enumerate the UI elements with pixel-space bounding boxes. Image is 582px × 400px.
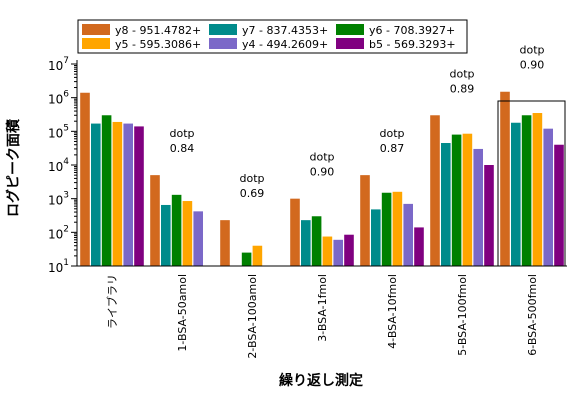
bar [80,92,90,266]
dotp-value: 0.90 [310,166,335,179]
legend-swatch [209,24,237,35]
bar [430,115,440,266]
legend-swatch [209,38,237,49]
bar [290,198,300,266]
dotp-value: 0.89 [450,82,475,95]
x-tick-label: 5-BSA-100fmol [456,274,469,356]
bar [414,227,424,266]
dotp-label: dotp [449,67,474,80]
bar [473,148,483,266]
bar [532,113,543,266]
y-axis: 101 102 103 104 105 106 107 [48,56,78,275]
y-tick-label: 107 [48,56,69,73]
legend-label: y4 - 494.2609+ [242,38,328,51]
bar [333,239,343,266]
bar [311,216,322,266]
bar [511,122,521,266]
x-tick-label: 3-BSA-1fmol [316,274,329,342]
bar [123,123,133,266]
bar [484,165,494,266]
bar [171,194,182,266]
dotp-value: 0.69 [240,187,265,200]
y-tick-label: 103 [48,191,69,208]
dotp-label: dotp [309,151,334,164]
x-tick-label: 1-BSA-50amol [176,274,189,352]
x-tick-label: 6-BSA-500fmol [526,274,539,356]
legend-label: y7 - 837.4353+ [242,24,328,37]
dotp-label: dotp [379,127,404,140]
bar [441,143,451,266]
bar [403,203,413,266]
bar [554,144,564,266]
bar [462,133,473,266]
bar [182,201,193,266]
y-tick-label: 101 [48,258,69,275]
legend-box [77,19,468,54]
dotp-value: 0.84 [170,142,195,155]
legend-label: y5 - 595.3086+ [115,38,201,51]
dotp-label: dotp [519,44,544,57]
legend-label: y8 - 951.4782+ [115,24,201,37]
bar [161,204,171,266]
dotp-value: 0.87 [380,142,405,155]
legend: y8 - 951.4782+ y7 - 837.4353+ y6 - 708.392… [77,19,468,54]
bar [220,220,230,266]
legend-swatch [336,24,364,35]
dotp-label: dotp [169,127,194,140]
dotp-label: dotp [239,172,264,185]
dotp-value: 0.90 [520,59,545,72]
x-tick-label: ライブラリ [105,274,119,329]
bar [134,126,144,266]
y-tick-label: 102 [48,224,69,241]
x-axis-title: 繰り返し測定 [279,372,363,389]
y-tick-label: 105 [48,123,69,140]
y-tick-label: 104 [48,157,69,174]
x-axis: ライブラリ 1-BSA-50amol 2-BSA-100amol 3-BSA-1fmo… [77,265,567,359]
bars [80,91,564,267]
bar [241,252,252,266]
legend-swatch [82,24,110,35]
bar [521,115,532,266]
bar [451,134,462,266]
y-tick-label: 106 [48,90,69,107]
bar [252,245,263,266]
bar [381,192,392,266]
x-tick-label: 4-BSA-10fmol [386,274,399,349]
bar [371,209,381,266]
bar [360,175,370,266]
bar [344,234,354,266]
legend-label: y6 - 708.3927+ [369,24,455,37]
bar [91,123,101,266]
bar [543,128,553,266]
bar [500,91,510,267]
bar [392,191,403,266]
bar [112,121,123,266]
y-axis-title: ログピーク面積 [5,118,22,217]
legend-swatch [82,38,110,49]
bar [193,211,203,266]
bar [101,115,112,266]
x-tick-label: 2-BSA-100amol [246,274,259,359]
annotations: dotp 0.84 dotp 0.69 dotp 0.90 dotp 0.87 dotp 0.89… [169,44,566,267]
bar [150,175,160,266]
bar [322,236,333,266]
legend-swatch [336,38,364,49]
bar [301,220,311,266]
legend-label: b5 - 569.3293+ [369,38,456,51]
